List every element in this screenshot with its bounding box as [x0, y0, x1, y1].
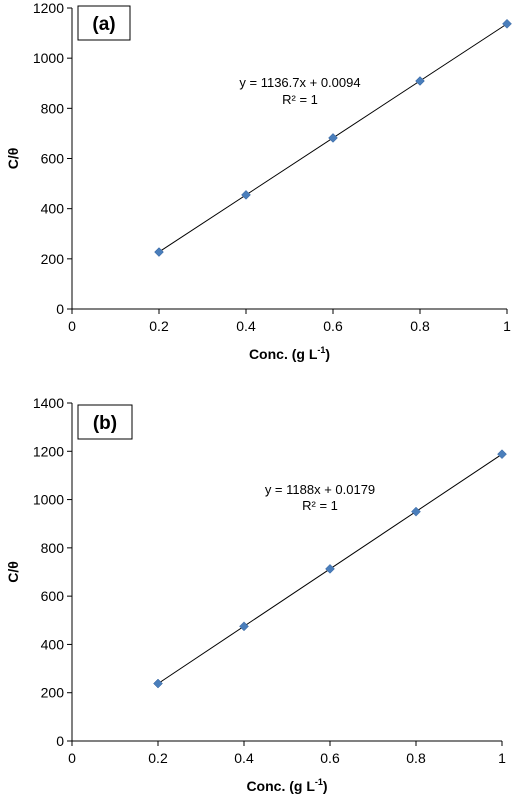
panel-label: (a) [92, 14, 115, 35]
x-tick-label: 0.2 [149, 318, 169, 334]
x-tick-label: 1 [498, 750, 506, 766]
x-tick-label: 0.8 [410, 318, 430, 334]
x-tick-label: 0.8 [406, 750, 426, 766]
x-tick-label: 0.6 [323, 318, 343, 334]
chart-b-svg: 0 200 400 600 800 1000 1200 1400 0 0.2 0.4 0.6 0.8 1 y… [5, 395, 507, 794]
x-tick-label: 0.4 [236, 318, 256, 334]
data-point [415, 76, 425, 86]
x-axis-label-sup: -1 [315, 777, 323, 787]
y-tick-label: 1200 [33, 0, 64, 16]
chart-a-svg: 0 200 400 600 800 1000 1200 0 0.2 0.4 0.6 0.8 1 y = 1… [5, 0, 512, 362]
data-point [325, 564, 335, 574]
y-tick-label: 600 [41, 588, 65, 604]
x-axis-label-end: ) [325, 346, 330, 362]
data-point [497, 449, 507, 460]
y-tick-label: 400 [41, 201, 65, 217]
x-tick-label: 0.2 [148, 750, 168, 766]
chart-a: 0 200 400 600 800 1000 1200 0 0.2 0.4 0.6 0.8 1 y = 1… [0, 0, 513, 380]
panel-label-box [77, 5, 131, 41]
y-tick-label: 400 [41, 636, 65, 652]
y-tick-label: 200 [41, 685, 65, 701]
y-axis-label: C/θ [5, 148, 21, 170]
r-squared-label: R² = 1 [302, 498, 338, 513]
data-point [241, 190, 251, 200]
data-point [153, 678, 163, 689]
x-axis-label-sup: -1 [317, 345, 325, 355]
chart-b: 0 200 400 600 800 1000 1200 1400 0 0.2 0.4 0.6 0.8 1 y… [0, 390, 513, 801]
y-tick-label: 1200 [33, 443, 64, 459]
y-tick-label: 0 [56, 301, 64, 317]
y-tick-label: 200 [41, 251, 65, 267]
data-point [154, 247, 164, 257]
x-axis-label-end: ) [323, 778, 328, 794]
y-tick-label: 1000 [33, 50, 64, 66]
x-axis-label: Conc. (g L-1) [249, 345, 330, 362]
y-tick-label: 800 [41, 100, 65, 116]
x-tick-label: 0.4 [234, 750, 254, 766]
x-tick-label: 0 [68, 318, 76, 334]
panel-label-box [77, 404, 133, 440]
y-tick-label: 0 [56, 733, 64, 749]
x-tick-label: 1 [503, 318, 511, 334]
data-point [239, 621, 249, 632]
data-point [502, 18, 512, 29]
y-axis-label: C/θ [5, 561, 21, 583]
y-tick-label: 1000 [33, 492, 64, 508]
y-tick-label: 800 [41, 540, 65, 556]
x-axis-label-main: Conc. (g L [246, 778, 315, 794]
data-point [328, 133, 338, 143]
r-squared-label: R² = 1 [282, 92, 318, 107]
trendline-equation: y = 1188x + 0.0179 [265, 482, 375, 497]
x-axis-label-main: Conc. (g L [249, 346, 318, 362]
x-axis-label: Conc. (g L-1) [246, 777, 327, 794]
y-tick-label: 1400 [33, 395, 64, 411]
trendline-equation: y = 1136.7x + 0.0094 [239, 75, 360, 90]
y-tick-label: 600 [41, 151, 65, 167]
x-tick-label: 0.6 [320, 750, 340, 766]
panel-label: (b) [93, 413, 117, 434]
data-point [411, 506, 421, 517]
x-tick-label: 0 [68, 750, 76, 766]
